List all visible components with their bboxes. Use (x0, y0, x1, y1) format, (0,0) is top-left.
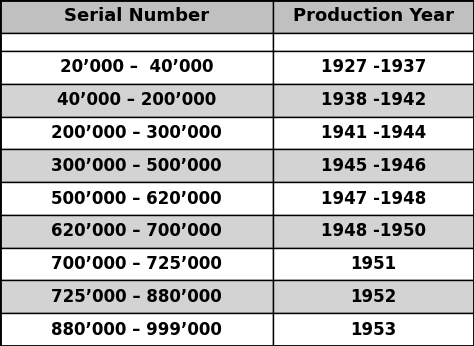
Bar (0, 281, 273, 313)
Text: 1945 -1946: 1945 -1946 (321, 157, 426, 175)
Text: 1938 -1942: 1938 -1942 (320, 91, 426, 109)
Bar (273, 281, 474, 313)
Text: Production Year: Production Year (293, 8, 454, 26)
Bar (0, 0, 273, 33)
Bar (0, 215, 273, 248)
Text: 20’000 –  40’000: 20’000 – 40’000 (60, 58, 213, 76)
Text: 1947 -1948: 1947 -1948 (320, 190, 426, 208)
Bar (273, 84, 474, 117)
Bar (0, 248, 273, 281)
Text: 300’000 – 500’000: 300’000 – 500’000 (51, 157, 221, 175)
Bar (0, 149, 273, 182)
Bar (0, 117, 273, 149)
Bar (273, 0, 474, 33)
Bar (273, 313, 474, 346)
Text: 40’000 – 200’000: 40’000 – 200’000 (57, 91, 216, 109)
Text: 1953: 1953 (350, 321, 396, 339)
Text: 1951: 1951 (350, 255, 396, 273)
Bar (273, 248, 474, 281)
Bar (273, 117, 474, 149)
Bar (273, 215, 474, 248)
Bar (273, 33, 474, 51)
Text: Serial Number: Serial Number (64, 8, 209, 26)
Bar (0, 313, 273, 346)
Bar (0, 182, 273, 215)
Text: 700’000 – 725’000: 700’000 – 725’000 (51, 255, 222, 273)
Bar (273, 51, 474, 84)
Bar (273, 182, 474, 215)
Bar (0, 84, 273, 117)
Text: 1952: 1952 (350, 288, 396, 306)
Text: 725’000 – 880’000: 725’000 – 880’000 (51, 288, 222, 306)
Text: 200’000 – 300’000: 200’000 – 300’000 (51, 124, 222, 142)
Text: 500’000 – 620’000: 500’000 – 620’000 (51, 190, 221, 208)
Text: 880’000 – 999’000: 880’000 – 999’000 (51, 321, 222, 339)
Text: 620’000 – 700’000: 620’000 – 700’000 (51, 222, 222, 240)
Bar (0, 33, 273, 51)
Text: 1941 -1944: 1941 -1944 (320, 124, 426, 142)
Text: 1927 -1937: 1927 -1937 (320, 58, 426, 76)
Bar (273, 149, 474, 182)
Bar (0, 51, 273, 84)
Text: 1948 -1950: 1948 -1950 (321, 222, 426, 240)
